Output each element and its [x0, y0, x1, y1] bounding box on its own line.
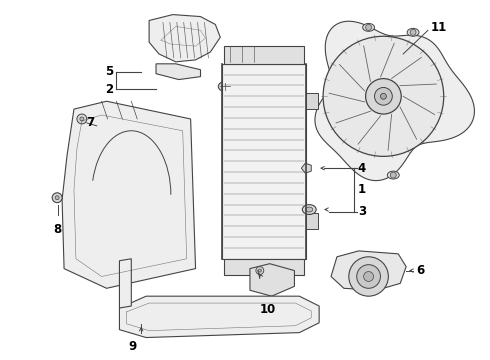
Bar — [306, 213, 318, 229]
Text: 5: 5 — [105, 65, 114, 78]
Circle shape — [366, 24, 371, 30]
Polygon shape — [250, 264, 294, 296]
Bar — [224, 259, 304, 275]
Ellipse shape — [363, 23, 374, 31]
Circle shape — [380, 93, 387, 99]
Text: 2: 2 — [105, 83, 114, 96]
Text: 4: 4 — [358, 162, 366, 175]
Circle shape — [364, 271, 373, 282]
Ellipse shape — [306, 207, 313, 212]
Polygon shape — [149, 15, 220, 62]
Polygon shape — [120, 296, 319, 338]
Circle shape — [357, 265, 380, 288]
Circle shape — [52, 193, 62, 203]
Ellipse shape — [388, 171, 399, 179]
Polygon shape — [120, 259, 131, 308]
Polygon shape — [315, 21, 474, 181]
Text: 8: 8 — [53, 223, 61, 236]
Circle shape — [410, 30, 416, 35]
Text: 11: 11 — [431, 21, 447, 34]
Ellipse shape — [222, 84, 229, 89]
Circle shape — [323, 36, 444, 156]
Text: 10: 10 — [260, 303, 276, 316]
Text: 3: 3 — [358, 205, 366, 218]
Text: 7: 7 — [87, 116, 95, 129]
Circle shape — [256, 267, 264, 275]
Circle shape — [80, 117, 84, 121]
Circle shape — [258, 269, 261, 272]
Text: 6: 6 — [416, 264, 424, 277]
Ellipse shape — [219, 82, 232, 91]
Circle shape — [366, 78, 401, 114]
Circle shape — [374, 87, 392, 105]
Bar — [222, 64, 306, 259]
Polygon shape — [156, 64, 200, 80]
Text: 9: 9 — [128, 339, 136, 352]
Ellipse shape — [407, 28, 419, 36]
Circle shape — [391, 172, 396, 178]
Polygon shape — [301, 163, 311, 173]
Polygon shape — [62, 101, 196, 288]
Circle shape — [349, 257, 389, 296]
Circle shape — [55, 196, 59, 200]
Circle shape — [77, 114, 87, 124]
Text: 1: 1 — [358, 183, 366, 196]
Bar — [224, 46, 304, 64]
Polygon shape — [331, 251, 406, 290]
Ellipse shape — [302, 204, 316, 215]
Bar — [306, 93, 318, 109]
